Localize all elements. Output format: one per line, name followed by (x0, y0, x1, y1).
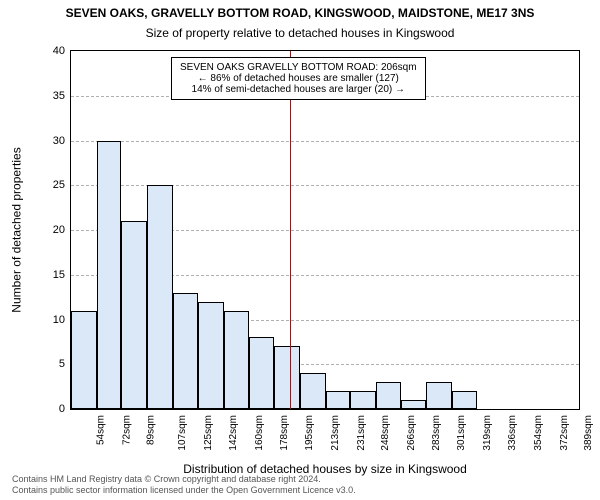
annotation-line-3: 14% of semi-detached houses are larger (… (180, 84, 417, 95)
x-tick-label: 301sqm (457, 415, 468, 451)
x-tick-label: 319sqm (482, 415, 493, 451)
x-tick-label: 178sqm (280, 415, 291, 451)
histogram-bar (300, 373, 326, 409)
x-tick-label: 213sqm (330, 415, 341, 451)
x-tick-label: 231sqm (356, 415, 367, 451)
x-tick-label: 248sqm (380, 415, 391, 451)
histogram-bar (274, 346, 300, 409)
histogram-bar (249, 337, 273, 409)
x-tick-label: 266sqm (406, 415, 417, 451)
histogram-bar (71, 311, 97, 409)
y-axis-label-wrap: Number of detached properties (8, 50, 26, 410)
x-tick-label: 372sqm (559, 415, 570, 451)
histogram-bar (198, 302, 224, 409)
attribution: Contains HM Land Registry data © Crown c… (12, 474, 356, 497)
gridline (71, 141, 579, 142)
x-tick-label: 72sqm (121, 415, 132, 445)
y-tick-label: 40 (35, 45, 65, 57)
histogram-bar (376, 382, 400, 409)
histogram-bar (350, 391, 376, 409)
histogram-bar (426, 382, 452, 409)
chart-container: SEVEN OAKS, GRAVELLY BOTTOM ROAD, KINGSW… (0, 0, 600, 500)
x-tick-label: 389sqm (583, 415, 594, 451)
histogram-bar (147, 185, 173, 409)
x-tick-label: 89sqm (146, 415, 157, 445)
y-axis-label: Number of detached properties (10, 147, 24, 312)
histogram-bar (224, 311, 250, 409)
annotation-line-1: SEVEN OAKS GRAVELLY BOTTOM ROAD: 206sqm (180, 62, 417, 73)
x-tick-label: 125sqm (203, 415, 214, 451)
x-tick-label: 283sqm (431, 415, 442, 451)
x-tick-label: 160sqm (254, 415, 265, 451)
histogram-bar (452, 391, 476, 409)
plot-area: SEVEN OAKS GRAVELLY BOTTOM ROAD: 206sqm … (70, 50, 580, 410)
y-tick-label: 5 (35, 358, 65, 370)
x-tick-label: 336sqm (507, 415, 518, 451)
histogram-bar (97, 141, 121, 410)
y-tick-label: 20 (35, 224, 65, 236)
annotation-line-2: ← 86% of detached houses are smaller (12… (180, 73, 417, 84)
chart-title: SEVEN OAKS, GRAVELLY BOTTOM ROAD, KINGSW… (0, 6, 600, 20)
histogram-bar (326, 391, 350, 409)
y-tick-label: 35 (35, 90, 65, 102)
attribution-line-2: Contains public sector information licen… (12, 485, 356, 496)
x-tick-label: 195sqm (304, 415, 315, 451)
histogram-bar (121, 221, 147, 409)
chart-subtitle: Size of property relative to detached ho… (0, 26, 600, 40)
reference-line (290, 51, 291, 409)
x-tick-label: 142sqm (228, 415, 239, 451)
y-tick-label: 0 (35, 403, 65, 415)
x-tick-label: 54sqm (96, 415, 107, 445)
attribution-line-1: Contains HM Land Registry data © Crown c… (12, 474, 356, 485)
y-tick-label: 25 (35, 179, 65, 191)
y-tick-label: 15 (35, 269, 65, 281)
x-tick-label: 354sqm (533, 415, 544, 451)
annotation-box: SEVEN OAKS GRAVELLY BOTTOM ROAD: 206sqm … (171, 57, 426, 100)
y-tick-label: 30 (35, 135, 65, 147)
x-tick-label: 107sqm (177, 415, 188, 451)
y-tick-label: 10 (35, 314, 65, 326)
histogram-bar (401, 400, 427, 409)
histogram-bar (173, 293, 197, 409)
